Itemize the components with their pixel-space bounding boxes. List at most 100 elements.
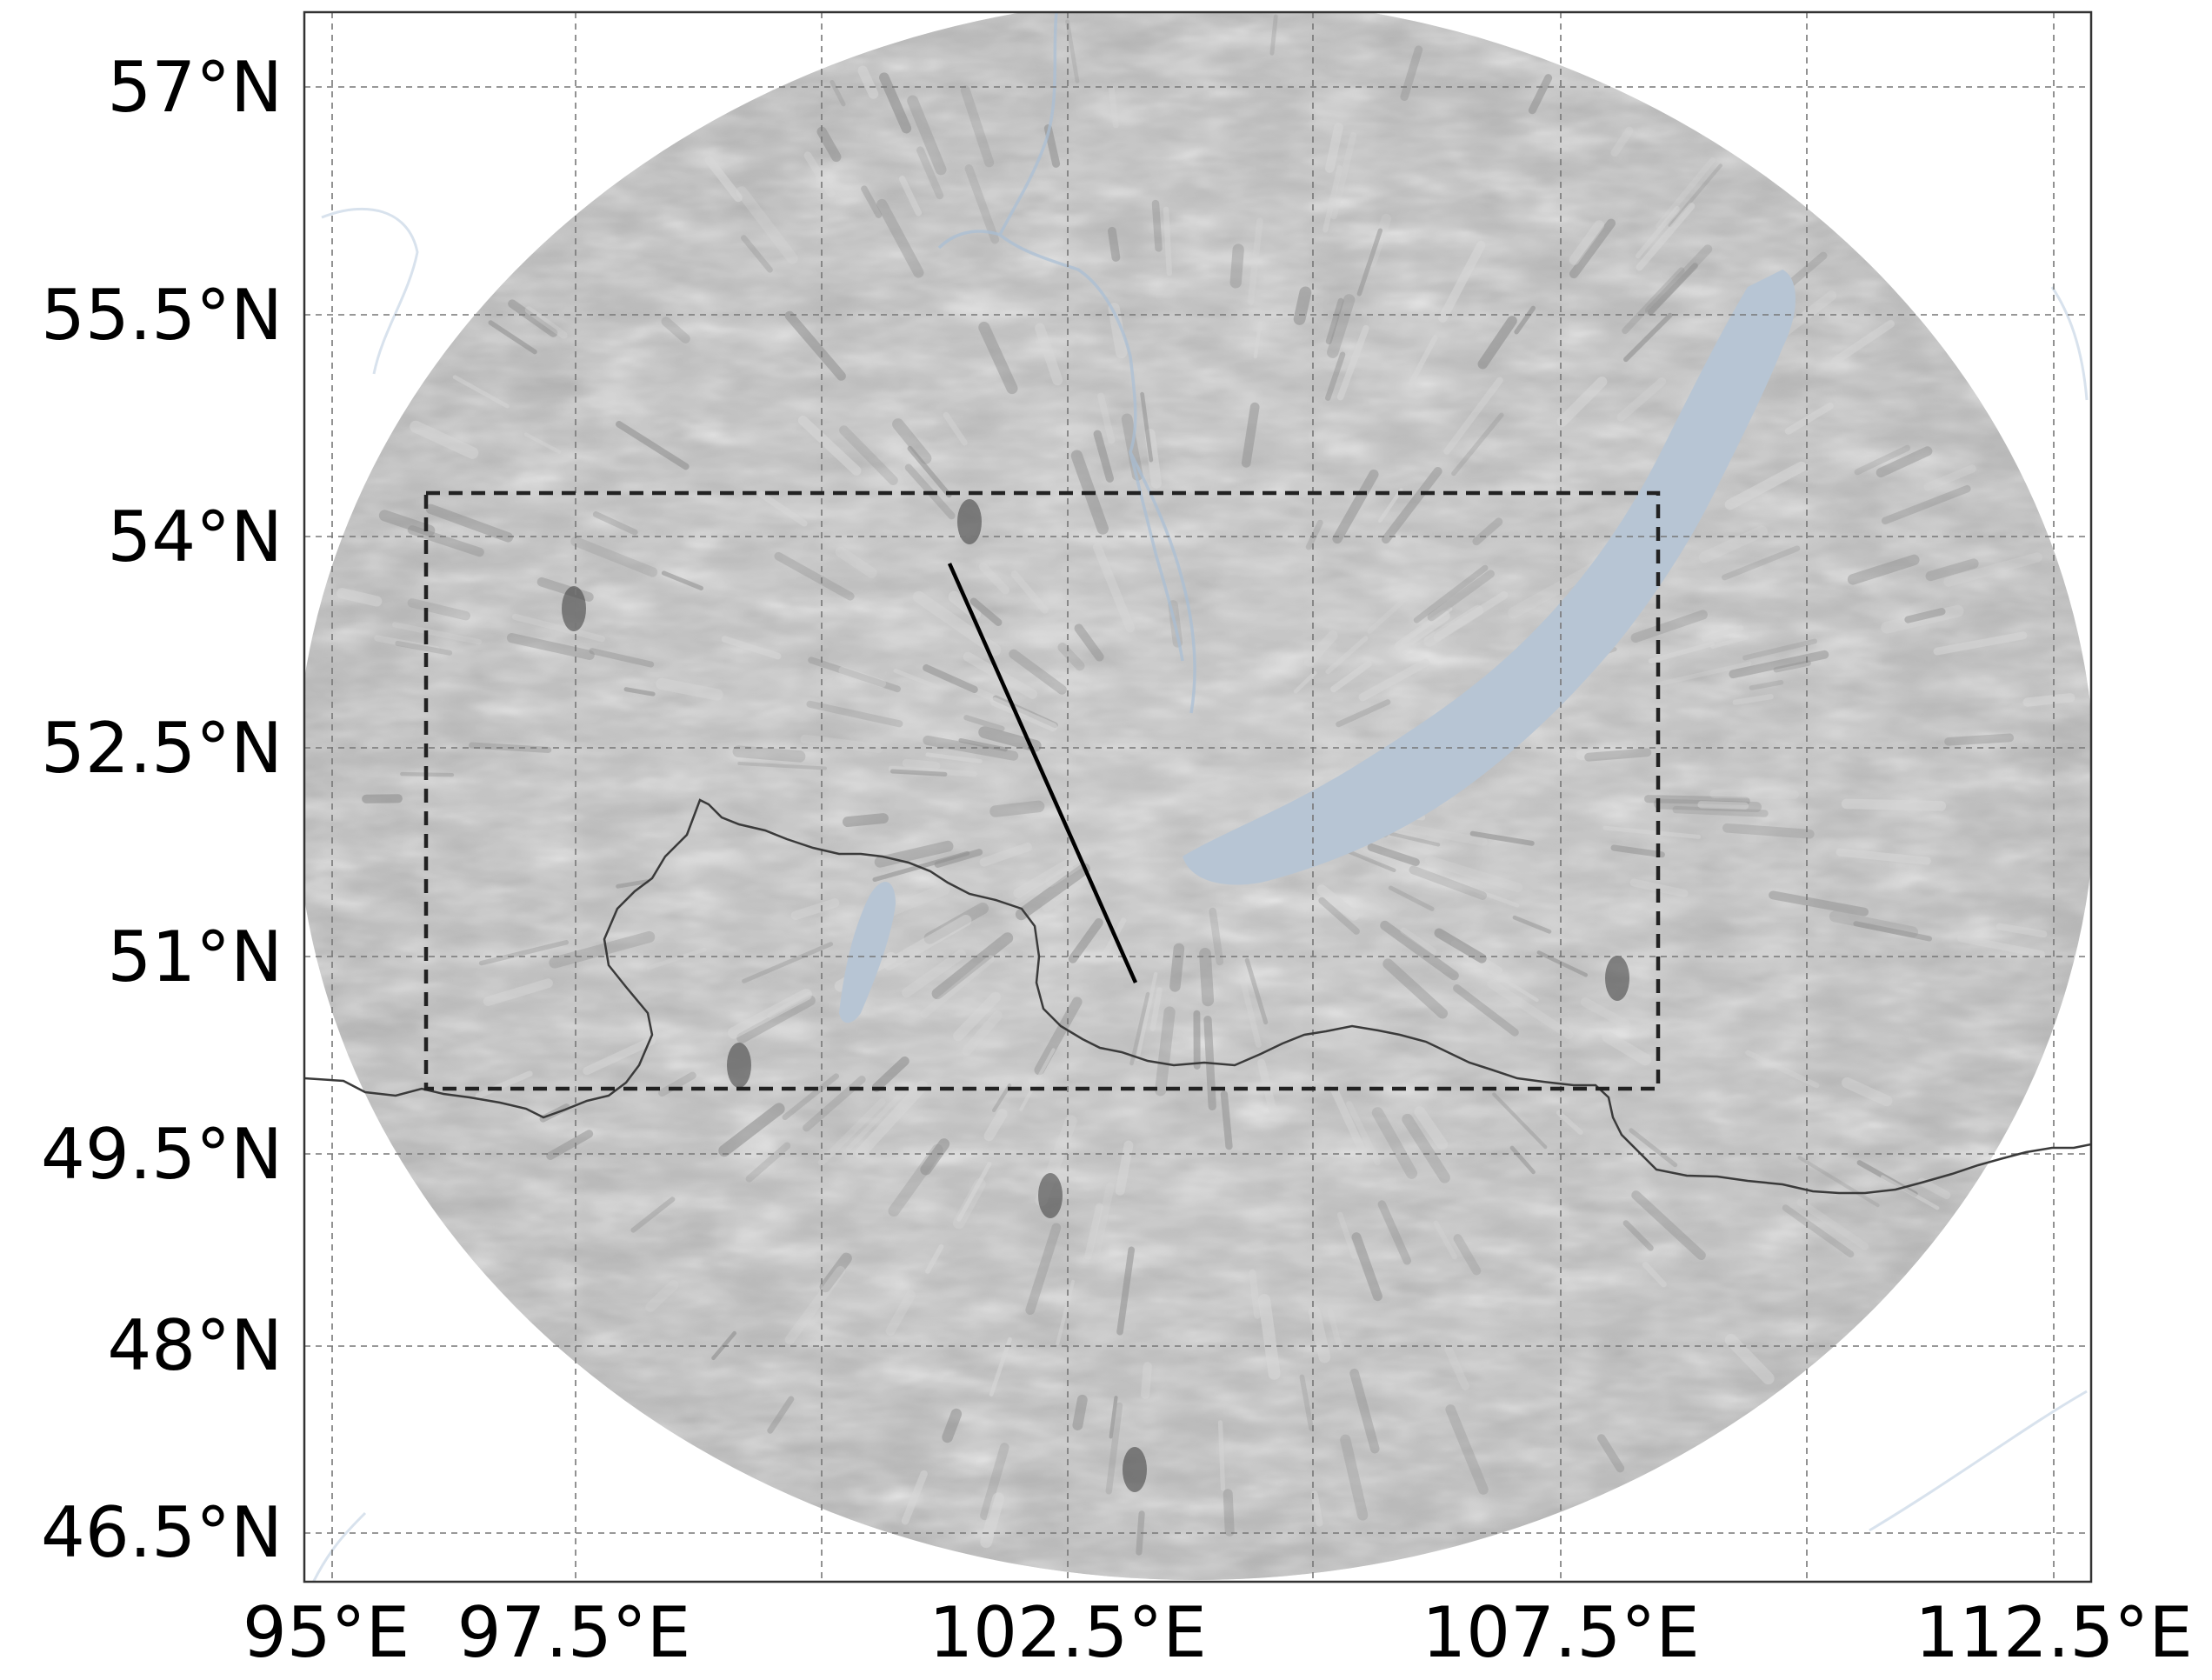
- texture-streak: [1642, 1262, 1667, 1288]
- texture-streak: [1244, 957, 1269, 1025]
- texture-streak: [1622, 267, 1685, 335]
- texture-streak: [767, 1396, 795, 1434]
- texture-streak: [1247, 217, 1263, 306]
- texture-streak: [1742, 638, 1817, 661]
- texture-streak: [378, 510, 436, 537]
- texture-streak: [1610, 844, 1665, 858]
- texture-streak: [1346, 849, 1396, 873]
- texture-streak: [478, 939, 570, 966]
- texture-streak: [407, 598, 471, 621]
- texture-streak: [546, 1130, 594, 1160]
- texture-streak: [978, 563, 1010, 595]
- y-tick-label: 57°N: [107, 47, 283, 128]
- texture-streak: [835, 546, 877, 578]
- texture-streak: [704, 156, 743, 203]
- texture-streak: [902, 949, 966, 998]
- texture-streak: [1336, 699, 1391, 728]
- texture-streak: [876, 198, 924, 278]
- texture-streak: [1316, 884, 1360, 921]
- texture-streak: [830, 79, 846, 107]
- texture-streak: [1065, 19, 1080, 83]
- texture-streak: [395, 640, 453, 656]
- texture-streak: [1512, 915, 1552, 934]
- texture-streak: [1400, 607, 1453, 645]
- texture-streak: [817, 1098, 886, 1166]
- texture-streak: [728, 988, 812, 1039]
- texture-streak: [1425, 856, 1523, 893]
- texture-streak: [1249, 1269, 1262, 1319]
- texture-streak: [979, 843, 1032, 867]
- texture-streak: [1842, 1077, 1893, 1107]
- texture-streak: [920, 1138, 950, 1176]
- texture-streak: [488, 320, 537, 355]
- texture-streak: [1367, 590, 1415, 634]
- texture-streak: [374, 635, 440, 653]
- texture-streak: [1346, 1101, 1381, 1166]
- texture-streak: [1443, 377, 1503, 455]
- texture-streak: [506, 632, 595, 661]
- x-tick-label: 112.5°E: [1915, 1592, 2193, 1673]
- texture-streak: [425, 503, 514, 543]
- texture-streak: [1330, 660, 1372, 693]
- texture-streak: [1933, 631, 2028, 656]
- texture-streak: [1841, 798, 1947, 811]
- anomaly-blob: [957, 499, 982, 544]
- texture-streak: [1729, 650, 1829, 679]
- texture-streak: [962, 1010, 1003, 1057]
- texture-streak: [512, 613, 605, 643]
- texture-streak: [1434, 928, 1487, 963]
- texture-streak: [549, 930, 656, 969]
- texture-streak: [883, 915, 972, 970]
- texture-streak: [1414, 1106, 1449, 1150]
- gridlines: [304, 12, 2091, 1582]
- texture-streak: [1115, 1140, 1134, 1196]
- texture-streak: [1358, 658, 1430, 702]
- texture-streak: [1631, 1190, 1706, 1261]
- texture-streak: [1332, 469, 1379, 544]
- texture-streak: [1444, 1344, 1469, 1390]
- texture-streak: [782, 1073, 840, 1121]
- texture-streak: [1149, 987, 1163, 1031]
- texture-streak: [1722, 545, 1801, 581]
- texture-streak: [736, 995, 816, 1043]
- texture-streak: [1356, 228, 1383, 297]
- texture-streak: [1400, 45, 1423, 102]
- texture-streak: [1045, 859, 1083, 887]
- texture-streak: [1092, 1182, 1115, 1256]
- texture-streak: [1710, 635, 1749, 650]
- texture-streak: [452, 375, 510, 409]
- texture-streak: [721, 636, 782, 660]
- texture-streak: [392, 622, 483, 645]
- texture-streak: [980, 1492, 1004, 1549]
- texture-streak: [630, 1197, 676, 1233]
- texture-streak: [1019, 1048, 1056, 1111]
- texture-streak: [1336, 1211, 1357, 1259]
- y-tick-label: 54°N: [107, 497, 283, 577]
- background-river-line: [2050, 286, 2089, 401]
- texture-streak: [800, 734, 883, 753]
- texture-streak: [658, 1071, 696, 1097]
- texture-streak: [857, 65, 879, 99]
- texture-streak: [980, 1443, 1009, 1521]
- texture-streak: [1597, 1434, 1625, 1473]
- texture-streak: [1647, 263, 1698, 316]
- texture-streak: [508, 299, 558, 337]
- texture-streak: [1057, 643, 1085, 671]
- texture-streak: [1042, 870, 1092, 912]
- texture-streak: [1068, 917, 1103, 963]
- texture-streak: [1308, 1306, 1331, 1363]
- texture-streaks: [336, 14, 2075, 1556]
- texture-streak: [1636, 203, 1696, 271]
- texture-streak: [1773, 660, 1811, 673]
- texture-streak: [902, 758, 941, 770]
- texture-streak: [888, 765, 977, 777]
- texture-streak: [1398, 630, 1435, 657]
- texture-streak: [963, 715, 1005, 732]
- anomaly-blob: [1123, 1447, 1147, 1492]
- dashed-region-box: [423, 490, 1661, 1091]
- rivers: [937, 12, 1196, 714]
- texture-streak: [1643, 795, 1750, 805]
- lake-khovsgol: [839, 881, 896, 1023]
- texture-streak: [1576, 746, 1622, 761]
